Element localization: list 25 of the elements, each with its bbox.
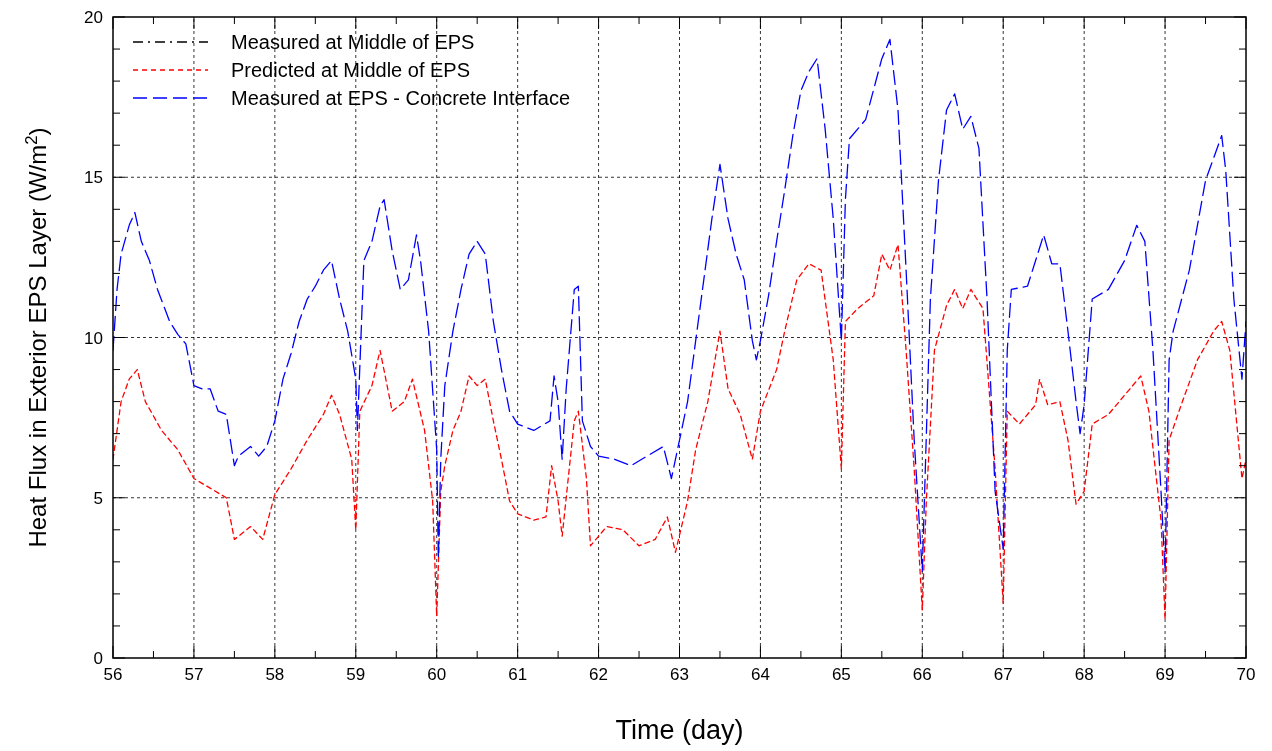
x-axis-title: Time (day) [615, 715, 744, 745]
line-series [113, 243, 1246, 621]
legend-label: Predicted at Middle of EPS [231, 59, 471, 81]
y-tick-label: 15 [84, 168, 103, 188]
legend-label: Measured at EPS - Concrete Interface [231, 87, 571, 109]
y-tick-label: 5 [93, 488, 103, 508]
x-tick-label: 69 [1155, 665, 1175, 684]
y-tick-label: 20 [84, 8, 103, 27]
y-tick-label: 10 [84, 328, 103, 348]
x-tick-label: 60 [427, 665, 447, 684]
x-tick-label: 67 [993, 665, 1013, 684]
y-tick-label: 0 [93, 649, 103, 668]
x-tick-label: 59 [346, 665, 366, 684]
x-tick-label: 56 [103, 665, 123, 684]
x-tick-label: 63 [670, 665, 689, 684]
x-tick-label: 62 [589, 665, 609, 684]
x-tick-label: 70 [1236, 665, 1256, 684]
x-tick-label: 68 [1074, 665, 1094, 684]
x-tick-label: 65 [831, 665, 851, 684]
x-tick-label: 57 [184, 665, 204, 684]
x-tick-label: 66 [912, 665, 932, 684]
x-tick-label: 61 [508, 665, 528, 684]
x-tick-label: 58 [265, 665, 285, 684]
legend-label: Measured at Middle of EPS [231, 31, 475, 53]
x-tick-label: 64 [750, 665, 770, 684]
